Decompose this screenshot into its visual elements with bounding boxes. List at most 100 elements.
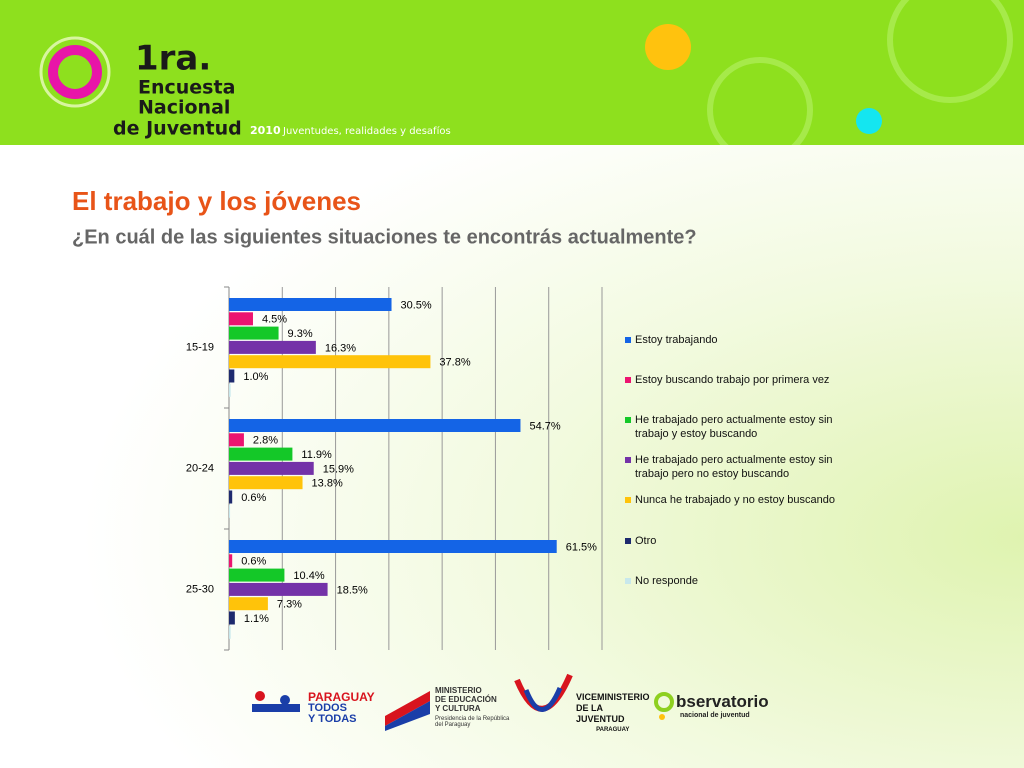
bar bbox=[229, 447, 293, 461]
legend-label: No responde bbox=[635, 575, 698, 587]
data-label: 0.6% bbox=[241, 492, 266, 504]
legend-entry: Estoy trabajando bbox=[625, 333, 850, 347]
deco bbox=[887, 0, 1013, 103]
logo-text: PARAGUAY bbox=[596, 727, 630, 733]
data-label: 11.9% bbox=[301, 449, 332, 461]
data-label: 4.5% bbox=[262, 314, 287, 326]
logo-text: Y CULTURA bbox=[435, 704, 481, 713]
legend-swatch bbox=[625, 538, 631, 544]
dot bbox=[856, 108, 882, 134]
legend-entry: Nunca he trabajado y no estoy buscando bbox=[625, 493, 850, 507]
logo-text: MINISTERIO DE EDUCACIÓN Y CULTURA bbox=[435, 686, 497, 713]
data-label: 10.4% bbox=[293, 570, 324, 582]
data-label: 2.8% bbox=[253, 435, 278, 447]
legend-entry: He trabajado pero actualmente estoy sin … bbox=[625, 453, 850, 481]
logo-text: Presidencia de la República del Paraguay bbox=[435, 716, 510, 728]
bar bbox=[229, 554, 233, 568]
deco bbox=[707, 57, 813, 145]
bar bbox=[229, 340, 316, 354]
data-label: 1.0% bbox=[243, 371, 268, 383]
logo-flag bbox=[385, 691, 430, 731]
bar bbox=[229, 582, 328, 596]
logo-text: VICEMINISTERIO DE LA JUVENTUD PARAGUAY bbox=[576, 692, 650, 736]
logo-text: TODOS bbox=[308, 702, 347, 714]
logo-ring bbox=[39, 36, 111, 108]
data-label: 61.5% bbox=[566, 541, 597, 553]
logo-text: DE LA JUVENTUD bbox=[576, 703, 625, 724]
logo-text: MINISTERIO bbox=[435, 686, 482, 695]
bar bbox=[229, 611, 235, 625]
logo-ring bbox=[48, 45, 102, 99]
bar bbox=[229, 312, 253, 326]
legend-label: Estoy buscando trabajo por primera vez bbox=[635, 374, 830, 386]
logo-line: de Juventud bbox=[113, 118, 242, 140]
data-label: 54.7% bbox=[529, 420, 560, 432]
y-tick-label: 15-19 bbox=[186, 341, 214, 353]
legend-swatch bbox=[625, 377, 631, 383]
legend-label: Otro bbox=[635, 535, 657, 547]
data-label: 0.6% bbox=[241, 556, 266, 568]
year: 2010 bbox=[250, 124, 281, 137]
bar bbox=[229, 383, 231, 397]
header-art: 1ra. Encuesta Nacional de Juventud 2010 … bbox=[39, 0, 1013, 145]
logo-observatorio: bservatorio nacional de juventud bbox=[652, 690, 782, 730]
legend-label: He trabajado pero actualmente estoy sin … bbox=[635, 454, 833, 480]
data-label: 16.3% bbox=[325, 342, 356, 354]
bar bbox=[229, 461, 314, 475]
logo-icon bbox=[252, 691, 300, 712]
logo-paraguay: PARAGUAY TODOS Y TODAS bbox=[250, 688, 375, 728]
chart-subtitle: ¿En cuál de las siguientes situaciones t… bbox=[72, 226, 697, 248]
bar bbox=[229, 298, 392, 311]
legend-swatch bbox=[625, 337, 631, 343]
chart-title: El trabajo y los jóvenes bbox=[72, 186, 361, 216]
data-label: 37.8% bbox=[439, 357, 470, 369]
legend-swatch bbox=[625, 497, 631, 503]
legend-label: He trabajado pero actualmente estoy sin … bbox=[635, 414, 833, 440]
bar bbox=[229, 568, 285, 582]
header: 1ra. Encuesta Nacional de Juventud 2010 … bbox=[0, 0, 1024, 145]
bar bbox=[229, 433, 244, 447]
legend-label: Nunca he trabajado y no estoy buscando bbox=[635, 494, 835, 506]
bar bbox=[229, 476, 303, 490]
logo-text: PARAGUAY bbox=[308, 690, 375, 704]
logo-text: DE EDUCACIÓN bbox=[435, 695, 497, 704]
data-label: 18.5% bbox=[337, 584, 368, 596]
legend-entry: No responde bbox=[625, 574, 850, 588]
logo-mec: MINISTERIO DE EDUCACIÓN Y CULTURA Presiden… bbox=[385, 686, 510, 734]
logo-line: Nacional bbox=[138, 97, 230, 119]
bar bbox=[229, 419, 521, 432]
data-label: 15.9% bbox=[323, 463, 354, 475]
legend-entry: Estoy buscando trabajo por primera vez bbox=[625, 373, 850, 387]
logo-line: Encuesta bbox=[138, 77, 235, 99]
logo-number: 1ra. bbox=[135, 39, 211, 79]
bar bbox=[229, 355, 431, 369]
logo-text: VICEMINISTERIO bbox=[576, 692, 650, 702]
y-tick-label: 20-24 bbox=[186, 462, 214, 474]
bar bbox=[229, 625, 231, 639]
tagline: Juventudes, realidades y desafíos bbox=[282, 125, 451, 137]
y-tick-label: 25-30 bbox=[186, 583, 214, 595]
data-label: 9.3% bbox=[288, 328, 313, 340]
bar bbox=[229, 490, 233, 504]
logo-icon bbox=[514, 673, 573, 712]
bar bbox=[229, 540, 557, 553]
data-label: 7.3% bbox=[277, 599, 302, 611]
bar bbox=[229, 326, 279, 340]
bar bbox=[229, 369, 235, 383]
legend-swatch bbox=[625, 417, 631, 423]
bar bbox=[229, 597, 268, 611]
data-label: 30.5% bbox=[401, 299, 432, 311]
logo-vmj: VICEMINISTERIO DE LA JUVENTUD PARAGUAY bbox=[512, 670, 650, 735]
logo-text: nacional de juventud bbox=[680, 712, 750, 719]
logo-text: Y TODAS bbox=[308, 713, 357, 725]
logo-icon bbox=[654, 692, 674, 720]
dot bbox=[645, 24, 691, 70]
legend-entry: He trabajado pero actualmente estoy sin … bbox=[625, 413, 850, 441]
legend-label: Estoy trabajando bbox=[635, 334, 718, 346]
bar bbox=[229, 504, 231, 518]
data-label: 13.8% bbox=[312, 478, 343, 490]
legend-swatch bbox=[625, 578, 631, 584]
legend-entry: Otro bbox=[625, 534, 850, 548]
